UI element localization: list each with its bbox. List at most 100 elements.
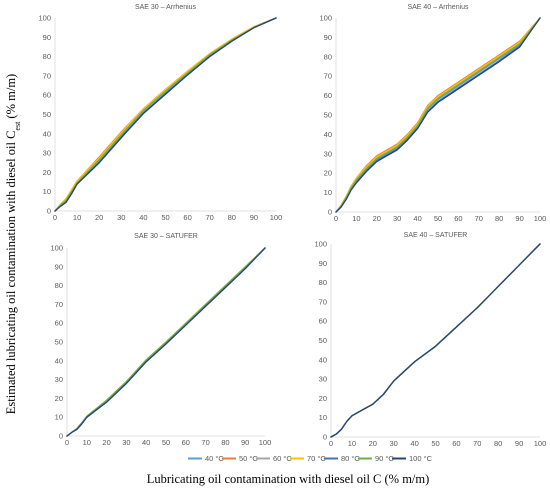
x-tick-label: 40 xyxy=(139,213,147,222)
series-line xyxy=(330,243,541,438)
legend-label: 70 °C xyxy=(307,454,326,463)
y-tick-label: 50 xyxy=(55,338,63,347)
series-line xyxy=(330,243,541,438)
series-line xyxy=(330,243,541,438)
x-tick-label: 20 xyxy=(373,214,381,223)
x-tick-label: 10 xyxy=(348,439,356,448)
series-line xyxy=(330,243,541,438)
legend-item: 100 °C xyxy=(392,454,433,463)
y-tick-label: 30 xyxy=(43,149,51,158)
x-tick-label: 40 xyxy=(413,214,421,223)
series-line xyxy=(335,17,541,213)
chart-title: SAE 30 – SATUFER xyxy=(134,233,198,240)
y-tick-label: 0 xyxy=(59,432,63,441)
y-tick-label: 50 xyxy=(324,111,332,120)
series-line xyxy=(335,17,541,213)
y-tick-label: 20 xyxy=(55,394,63,403)
y-tick-label: 60 xyxy=(43,91,51,100)
x-tick-label: 80 xyxy=(495,214,503,223)
x-tick-label: 10 xyxy=(352,214,360,223)
x-tick-label: 20 xyxy=(95,213,103,222)
x-tick-label: 70 xyxy=(201,438,209,447)
y-tick-label: 40 xyxy=(43,129,51,138)
x-tick-label: 70 xyxy=(206,213,214,222)
legend: 40 °C 50 °C 60 °C 70 °C 80 °C 90 °C 100 °C xyxy=(188,454,433,463)
x-tick-label: 0 xyxy=(53,213,57,222)
y-tick-label: 50 xyxy=(319,336,327,345)
y-tick-label: 0 xyxy=(328,208,332,217)
y-tick-label: 60 xyxy=(319,317,327,326)
series-line xyxy=(330,243,541,438)
y-tick-label: 10 xyxy=(324,188,332,197)
y-tick-label: 80 xyxy=(55,281,63,290)
y-tick-label: 30 xyxy=(55,375,63,384)
legend-item: 50 °C xyxy=(222,454,258,463)
x-tick-label: 80 xyxy=(494,439,502,448)
y-tick-label: 70 xyxy=(55,300,63,309)
x-tick-label: 60 xyxy=(183,213,191,222)
y-tick-label: 20 xyxy=(43,168,51,177)
series-line xyxy=(54,17,277,212)
x-tick-label: 60 xyxy=(182,438,190,447)
series-line xyxy=(54,17,277,212)
y-axis-label-main: Estimated lubricating oil contamination … xyxy=(4,131,18,415)
series-line xyxy=(66,247,266,437)
y-tick-label: 60 xyxy=(55,319,63,328)
x-tick-label: 90 xyxy=(515,439,523,448)
x-tick-label: 70 xyxy=(475,214,483,223)
chart-title: SAE 30 – Arrhenius xyxy=(135,4,197,11)
series-line xyxy=(54,17,277,212)
series-line xyxy=(330,243,541,438)
series-line xyxy=(54,17,277,212)
x-tick-label: 20 xyxy=(102,438,110,447)
series-line xyxy=(66,247,266,437)
y-tick-label: 30 xyxy=(324,149,332,158)
legend-label: 60 °C xyxy=(273,454,292,463)
x-tick-label: 100 xyxy=(259,438,272,447)
legend-label: 50 °C xyxy=(239,454,258,463)
series-line xyxy=(335,17,541,213)
x-tick-label: 40 xyxy=(410,439,418,448)
x-tick-label: 100 xyxy=(534,439,547,448)
x-tick-label: 60 xyxy=(454,214,462,223)
legend-label: 40 °C xyxy=(205,454,224,463)
y-tick-label: 30 xyxy=(319,375,327,384)
y-tick-label: 40 xyxy=(324,130,332,139)
x-tick-label: 30 xyxy=(117,213,125,222)
y-axis-label: Estimated lubricating oil contamination … xyxy=(4,74,22,414)
x-tick-label: 70 xyxy=(473,439,481,448)
y-tick-label: 40 xyxy=(55,356,63,365)
y-tick-label: 10 xyxy=(43,187,51,196)
x-tick-label: 60 xyxy=(452,439,460,448)
x-tick-label: 40 xyxy=(142,438,150,447)
legend-label: 80 °C xyxy=(341,454,360,463)
y-tick-label: 90 xyxy=(324,33,332,42)
x-tick-label: 0 xyxy=(334,214,338,223)
y-tick-label: 80 xyxy=(319,278,327,287)
y-tick-label: 100 xyxy=(38,14,51,23)
y-tick-label: 20 xyxy=(324,169,332,178)
y-tick-label: 100 xyxy=(319,14,332,23)
y-tick-label: 90 xyxy=(319,259,327,268)
y-tick-label: 80 xyxy=(324,52,332,61)
legend-label: 90 °C xyxy=(375,454,394,463)
x-tick-label: 30 xyxy=(393,214,401,223)
x-tick-label: 30 xyxy=(122,438,130,447)
x-tick-label: 50 xyxy=(434,214,442,223)
y-tick-label: 70 xyxy=(319,297,327,306)
series-line xyxy=(330,243,541,438)
x-tick-label: 0 xyxy=(65,438,69,447)
x-tick-label: 0 xyxy=(329,439,333,448)
x-axis-label: Lubricating oil contamination with diese… xyxy=(147,472,430,486)
series-line xyxy=(54,17,277,212)
y-tick-label: 40 xyxy=(319,355,327,364)
chart-panel-4: SAE 40 – SATUFER 0 10 20 30 40 50 60 70 80 90 100 0 1… xyxy=(314,232,546,448)
y-tick-label: 10 xyxy=(55,413,63,422)
legend-item: 90 °C xyxy=(358,454,394,463)
x-tick-label: 90 xyxy=(241,438,249,447)
y-tick-label: 20 xyxy=(319,394,327,403)
